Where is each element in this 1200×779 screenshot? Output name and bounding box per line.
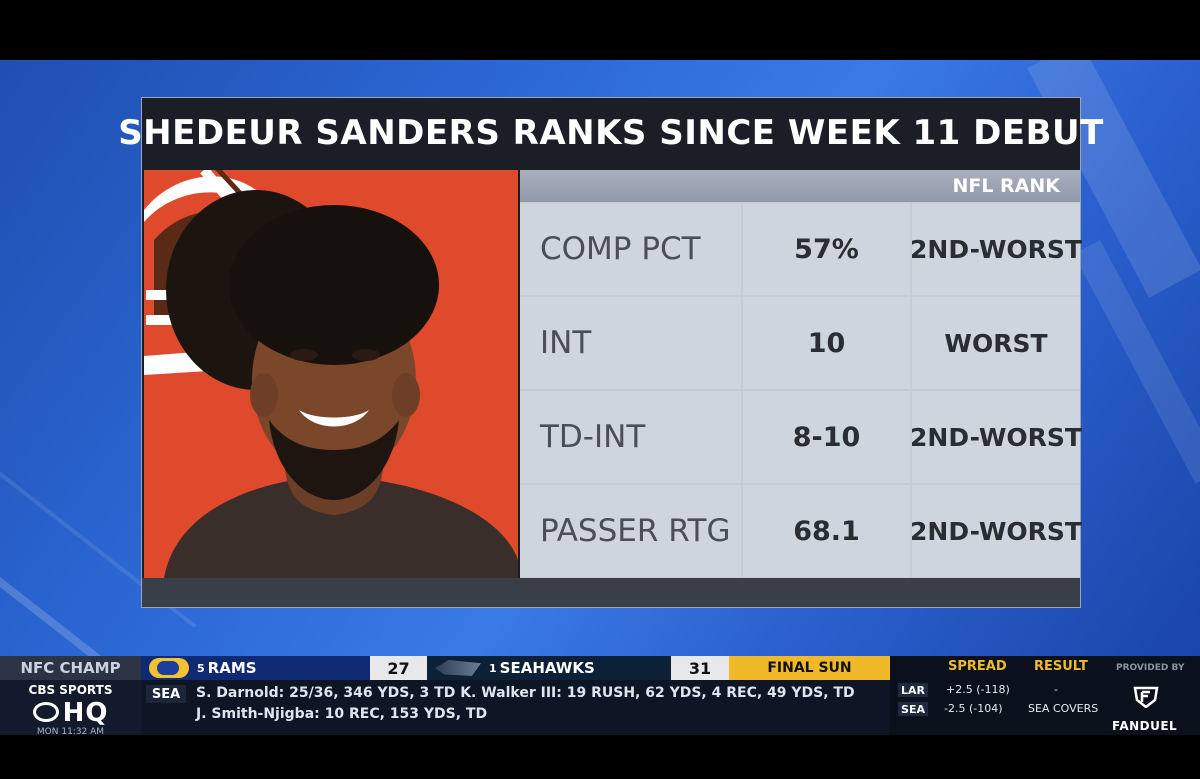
odds-result: - [1054,683,1058,696]
score-bar: NFC CHAMP 5 RAMS 27 1 SEAHAWKS 31 FINAL … [0,656,890,680]
game-status: FINAL SUN [729,656,890,680]
stat-value: 68.1 [743,485,910,577]
odds-team: SEA [898,702,928,716]
stat-label: COMP PCT [520,203,741,295]
team-score: 31 [671,656,729,680]
stats-line: S. Darnold: 25/36, 346 YDS, 3 TD K. Walk… [196,685,855,701]
odds-panel: SPREAD RESULT PROVIDED BY LAR +2.5 (-118… [890,656,1200,735]
odds-result: SEA COVERS [1028,702,1099,715]
stats-team-tag: SEA [146,685,186,703]
table-row: PASSER RTG 68.1 2ND-WORST [520,485,1082,577]
table-row: COMP PCT 57% 2ND-WORST [520,203,1082,295]
cbs-eye-icon [32,701,59,722]
graphic-title-bar: SHEDEUR SANDERS RANKS SINCE WEEK 11 DEBU… [118,98,1103,168]
team-score: 27 [370,656,427,680]
score-ticker: NFC CHAMP 5 RAMS 27 1 SEAHAWKS 31 FINAL … [0,656,1200,737]
stat-rank: 2ND-WORST [910,203,1082,295]
team-rams: 5 RAMS [141,656,370,680]
network-name: CBS SPORTS [28,683,113,697]
stat-value: 57% [743,203,910,295]
graphic-footer-bar [142,578,1080,607]
seahawks-logo-icon [435,660,481,676]
player-photo-illustration [144,170,518,578]
stat-label: INT [520,297,741,389]
stat-label: PASSER RTG [520,485,741,577]
stats-table: NFL RANK COMP PCT 57% 2ND-WORST INT 10 W… [520,170,1082,578]
network-time: MON 11:32 AM [36,727,105,737]
network-logo: CBS SPORTS HQ MON 11:32 AM [0,680,141,737]
player-figure [164,190,518,578]
team-name: SEAHAWKS [499,659,595,677]
game-label: NFC CHAMP [0,656,141,680]
stat-value: 10 [743,297,910,389]
stats-line: J. Smith-Njigba: 10 REC, 153 YDS, TD [196,706,488,722]
stat-label: TD-INT [520,391,741,483]
team-seed: 5 [197,661,205,675]
nfl-rank-header-label: NFL RANK [952,175,1060,197]
provided-by: PROVIDED BY [1116,663,1185,673]
odds-team: LAR [898,683,928,697]
stat-rank: 2ND-WORST [910,391,1082,483]
rams-logo-icon [149,658,189,678]
letterbox-bottom [0,735,1200,779]
spread-header: SPREAD [948,659,1007,674]
nfl-rank-header: NFL RANK [520,170,1080,202]
table-row: TD-INT 8-10 2ND-WORST [520,391,1082,483]
stats-graphic-panel: SHEDEUR SANDERS RANKS SINCE WEEK 11 DEBU… [118,97,1103,608]
stat-value: 8-10 [743,391,910,483]
network-hq: HQ [0,698,141,728]
table-row: INT 10 WORST [520,297,1080,389]
team-seahawks: 1 SEAHAWKS [427,656,671,680]
stat-rank: WORST [912,297,1080,389]
graphic-title: SHEDEUR SANDERS RANKS SINCE WEEK 11 DEBU… [118,113,1104,153]
player-headshot [144,170,518,578]
team-name: RAMS [207,659,257,677]
fanduel-shield-icon [1133,686,1159,708]
letterbox-top [0,0,1200,60]
stat-rank: 2ND-WORST [910,485,1082,577]
team-seed: 1 [489,661,497,675]
odds-spread: +2.5 (-118) [946,683,1010,696]
result-header: RESULT [1034,659,1088,674]
sponsor-name: FANDUEL [1112,719,1178,733]
odds-spread: -2.5 (-104) [944,702,1003,715]
